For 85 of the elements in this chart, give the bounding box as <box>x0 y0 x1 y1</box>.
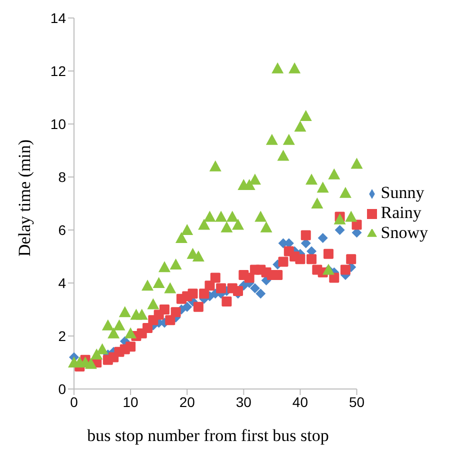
point <box>340 264 350 275</box>
point <box>216 283 226 294</box>
point <box>118 306 131 318</box>
y-tick-label: 2 <box>58 328 66 344</box>
point <box>222 296 232 307</box>
point <box>136 308 148 320</box>
point <box>170 307 181 318</box>
point <box>188 288 198 299</box>
point <box>142 280 154 291</box>
y-tick-label: 4 <box>58 274 66 291</box>
point <box>306 174 318 185</box>
point <box>165 315 176 326</box>
point <box>209 160 222 172</box>
x-axis-title: bus stop number from first bus stop <box>86 426 330 446</box>
point <box>102 319 114 330</box>
point <box>142 323 153 334</box>
point <box>256 288 266 299</box>
point <box>282 134 295 145</box>
x-tick-label: 0 <box>70 394 78 410</box>
point <box>170 258 182 270</box>
point <box>316 182 329 193</box>
point <box>318 232 328 243</box>
point <box>204 280 215 291</box>
point <box>294 120 306 132</box>
point <box>126 342 136 352</box>
point <box>350 158 363 169</box>
point <box>113 319 126 330</box>
legend-label: Sunny <box>380 183 424 202</box>
point <box>175 232 188 243</box>
legend-label: Snowy <box>380 223 428 242</box>
point <box>272 62 284 74</box>
point <box>193 302 204 312</box>
y-tick-label: 14 <box>50 10 66 26</box>
point <box>108 327 120 338</box>
point <box>346 254 356 264</box>
point <box>90 348 103 360</box>
point <box>215 210 228 222</box>
y-tick-label: 12 <box>50 62 66 79</box>
point <box>159 304 170 314</box>
point <box>220 221 233 232</box>
point <box>345 210 358 222</box>
x-tick-label: 40 <box>292 394 308 410</box>
y-axis-title: Delay time (min) <box>15 139 35 257</box>
x-tick-label: 50 <box>348 394 365 410</box>
point <box>295 254 306 264</box>
x-tick-label: 10 <box>122 394 139 410</box>
point <box>204 210 216 222</box>
point <box>254 210 267 222</box>
point <box>181 224 194 235</box>
y-tick-label: 6 <box>58 222 66 238</box>
point <box>158 261 170 272</box>
x-tick-label: 30 <box>236 394 252 410</box>
point <box>300 110 312 122</box>
point <box>152 277 165 288</box>
point <box>311 198 324 208</box>
point <box>300 230 311 240</box>
point <box>233 286 244 296</box>
point <box>210 272 220 283</box>
point <box>164 282 176 294</box>
point <box>339 186 352 198</box>
point <box>288 62 301 74</box>
y-tick-label: 0 <box>58 380 66 397</box>
point <box>334 213 346 224</box>
point <box>278 256 288 267</box>
legend-label: Rainy <box>380 203 422 222</box>
point <box>306 254 317 264</box>
point <box>198 218 210 230</box>
y-tick-label: 10 <box>50 116 66 132</box>
point <box>192 250 204 262</box>
point <box>84 358 97 369</box>
point <box>260 221 272 232</box>
point <box>226 210 238 222</box>
point <box>266 134 278 145</box>
point <box>328 168 340 180</box>
point <box>250 283 260 294</box>
y-tick-label: 8 <box>58 168 66 185</box>
x-tick-label: 20 <box>179 394 196 410</box>
point <box>199 288 210 299</box>
point <box>182 302 192 312</box>
point <box>232 218 244 230</box>
point <box>334 225 345 235</box>
point <box>147 298 160 310</box>
point <box>323 248 334 259</box>
point <box>277 150 290 161</box>
point <box>124 327 137 338</box>
